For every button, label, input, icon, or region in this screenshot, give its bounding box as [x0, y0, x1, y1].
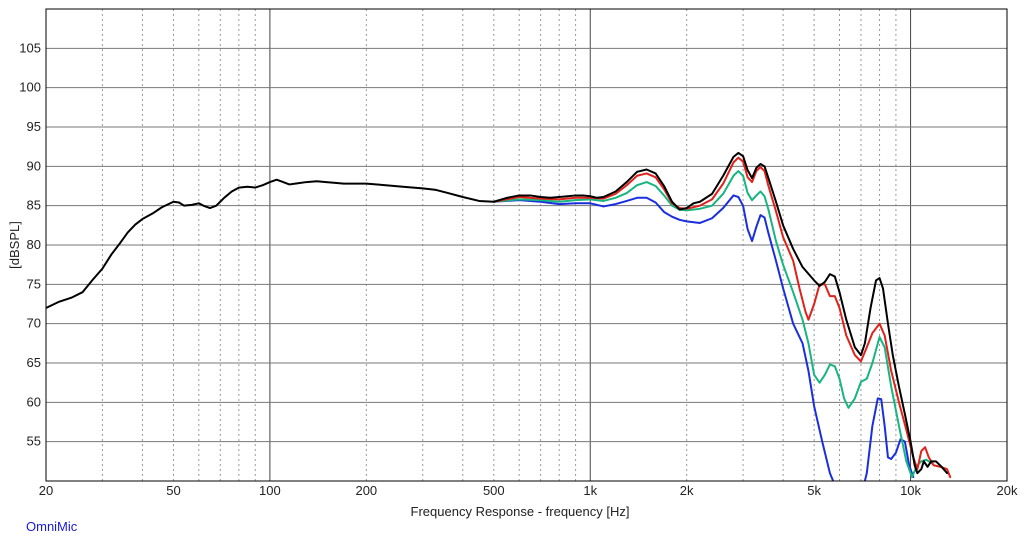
y-tick-labels: 55 60 65 70 75 80 85 90 95 100 105 — [19, 40, 41, 448]
y-axis-label: [dBSPL] — [7, 221, 22, 269]
x-tick-label: 20 — [39, 483, 53, 498]
y-tick-label: 105 — [19, 40, 41, 55]
y-tick-label: 95 — [27, 119, 41, 134]
x-tick-label: 50 — [166, 483, 180, 498]
x-tick-labels: 20 50 100 200 500 1k 2k 5k 10k 20k — [39, 483, 1018, 498]
x-tick-label: 500 — [483, 483, 505, 498]
y-tick-label: 70 — [27, 316, 41, 331]
series-line — [46, 151, 949, 475]
x-axis-label: Frequency Response - frequency [Hz] — [411, 504, 630, 519]
y-tick-label: 100 — [19, 80, 41, 95]
y-tick-label: 85 — [27, 198, 41, 213]
series-layer — [46, 151, 952, 481]
x-tick-label: 10k — [900, 483, 921, 498]
x-tick-label: 20k — [997, 483, 1018, 498]
x-tick-label: 5k — [807, 483, 821, 498]
series-line — [863, 397, 915, 481]
x-tick-label: 1k — [583, 483, 597, 498]
plot-frame — [45, 8, 1008, 482]
y-tick-label: 75 — [27, 276, 41, 291]
y-tick-label: 65 — [27, 355, 41, 370]
x-tick-label: 2k — [680, 483, 694, 498]
series-line — [492, 156, 952, 479]
series-line — [492, 194, 835, 481]
y-tick-label: 55 — [27, 434, 41, 449]
brand-label: OmniMic — [26, 519, 78, 534]
x-tick-label: 100 — [259, 483, 281, 498]
y-tick-label: 80 — [27, 237, 41, 252]
series-line — [492, 170, 934, 479]
y-tick-label: 60 — [27, 394, 41, 409]
x-tick-label: 200 — [355, 483, 377, 498]
major-grid — [46, 9, 1007, 481]
y-tick-label: 90 — [27, 158, 41, 173]
